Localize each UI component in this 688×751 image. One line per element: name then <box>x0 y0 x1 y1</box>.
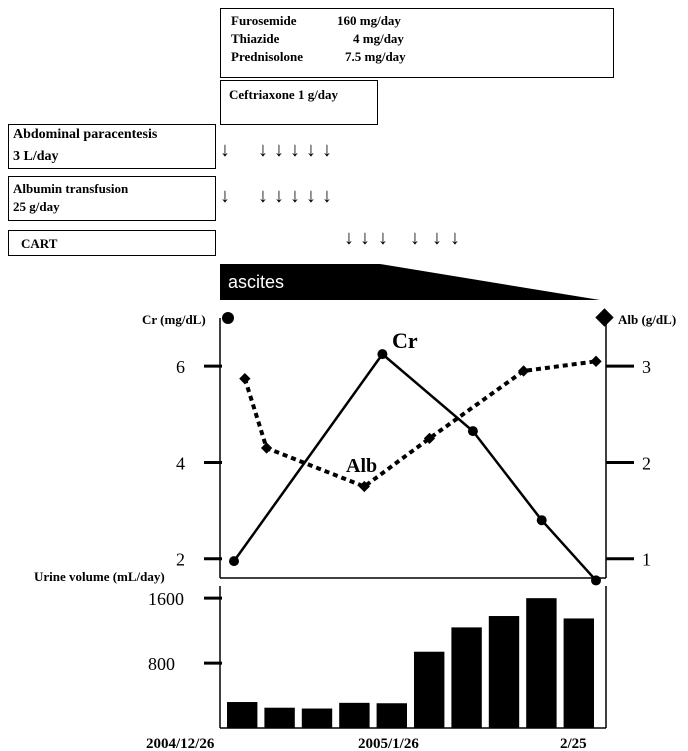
alb-point <box>358 480 370 493</box>
urine-tick-label: 1600 <box>148 589 184 609</box>
down-arrow-icon: ↓ <box>360 227 370 249</box>
cart-label: CART <box>21 236 58 251</box>
cr-point <box>377 349 388 360</box>
med-row-furosemide-dose: 160 mg/day <box>337 13 401 29</box>
urine-tick-label: 800 <box>148 654 175 674</box>
down-arrow-icon: ↓ <box>258 139 268 161</box>
med-dose: 160 mg/day <box>337 13 401 28</box>
lab-chart: Cr (mg/dL) Alb (g/dL) 2 4 6 1 2 3 Cr Alb <box>142 308 676 586</box>
intervention-arrows: ↓ ↓ ↓ ↓ ↓ ↓ ↓ ↓ ↓ ↓ ↓ ↓ ↓ ↓ ↓ ↓ ↓ ↓ <box>220 139 460 249</box>
alb-tick-label: 2 <box>642 453 651 473</box>
alb-axis-label: Alb (g/dL) <box>618 312 676 327</box>
lab-ticks: 2 4 6 1 2 3 <box>176 357 651 570</box>
albumin-title: Albumin transfusion <box>13 181 129 196</box>
medication-box: Furosemide 160 mg/day Thiazide 4 mg/day … <box>220 8 614 78</box>
down-arrow-icon: ↓ <box>344 227 354 249</box>
alb-tick-label: 3 <box>642 357 651 377</box>
cr-point <box>467 426 478 437</box>
down-arrow-icon: ↓ <box>432 227 442 249</box>
med-drug: Furosemide <box>231 13 297 28</box>
down-arrow-icon: ↓ <box>220 139 230 161</box>
date-labels: 2004/12/26 2005/1/26 2/25 <box>146 736 587 751</box>
down-arrow-icon: ↓ <box>410 227 420 249</box>
albumin-box: Albumin transfusion 25 g/day <box>8 176 216 221</box>
date-label: 2004/12/26 <box>146 736 215 751</box>
urine-bar <box>339 702 370 728</box>
paracentesis-box: Abdominal paracentesis 3 L/day <box>8 124 216 169</box>
albumin-dose: 25 g/day <box>13 199 60 214</box>
med-row-prednisolone: Prednisolone <box>231 49 303 65</box>
ceftriaxone-label: Ceftriaxone 1 g/day <box>229 87 339 102</box>
urine-bar <box>526 598 557 728</box>
alb-point <box>517 365 530 377</box>
urine-bar <box>488 616 520 728</box>
ascites-label: ascites <box>228 272 284 292</box>
cr-line <box>232 352 597 582</box>
alb-point <box>590 355 602 367</box>
cr-tick-label: 6 <box>176 357 185 377</box>
down-arrow-icon: ↓ <box>258 185 268 207</box>
med-dose: 4 mg/day <box>353 31 404 46</box>
cr-point <box>536 515 547 526</box>
ascites-band: ascites <box>220 264 600 300</box>
urine-bar <box>451 627 482 728</box>
cr-axis-label: Cr (mg/dL) <box>142 312 206 327</box>
urine-ticks: 800 1600 <box>148 589 222 674</box>
med-dose: 7.5 mg/day <box>345 49 406 64</box>
date-label: 2005/1/26 <box>358 736 419 751</box>
alb-tick-label: 1 <box>642 550 651 570</box>
med-drug: Prednisolone <box>231 49 303 64</box>
urine-bar <box>264 707 295 728</box>
alb-point <box>239 373 251 385</box>
cr-legend-marker <box>222 312 234 324</box>
med-row-thiazide-dose: 4 mg/day <box>353 31 404 47</box>
alb-series-label: Alb <box>346 455 377 477</box>
paracentesis-title: Abdominal paracentesis <box>13 127 158 142</box>
down-arrow-icon: ↓ <box>220 185 230 207</box>
down-arrow-icon: ↓ <box>450 227 460 249</box>
down-arrow-icon: ↓ <box>290 139 300 161</box>
down-arrow-icon: ↓ <box>378 227 388 249</box>
cr-tick-label: 2 <box>176 550 185 570</box>
lab-series <box>229 349 602 586</box>
ascites-wedge <box>220 264 600 300</box>
urine-axis-label: Urine volume (mL/day) <box>34 569 165 584</box>
alb-line <box>242 359 597 489</box>
paracentesis-dose: 3 L/day <box>13 149 59 164</box>
urine-bar <box>227 702 258 728</box>
med-drug: Thiazide <box>231 31 280 46</box>
urine-bar <box>301 708 333 728</box>
alb-legend-marker <box>595 308 614 327</box>
urine-bar <box>563 618 594 728</box>
med-row-thiazide: Thiazide <box>231 31 279 47</box>
urine-chart: Urine volume (mL/day) 800 1600 2004/12/26… <box>34 569 607 751</box>
cart-box: CART <box>8 230 216 256</box>
ceftriaxone-box: Ceftriaxone 1 g/day <box>220 80 378 125</box>
alb-point <box>423 432 436 445</box>
date-label: 2/25 <box>560 736 587 751</box>
urine-bars <box>227 598 594 728</box>
down-arrow-icon: ↓ <box>274 139 284 161</box>
cr-point <box>229 556 239 567</box>
cr-point <box>591 575 601 586</box>
down-arrow-icon: ↓ <box>322 139 332 161</box>
med-row-furosemide: Furosemide <box>231 13 296 29</box>
down-arrow-icon: ↓ <box>290 185 300 207</box>
down-arrow-icon: ↓ <box>306 139 316 161</box>
alb-point <box>260 442 273 454</box>
down-arrow-icon: ↓ <box>322 185 332 207</box>
urine-bar <box>376 703 407 728</box>
down-arrow-icon: ↓ <box>274 185 284 207</box>
urine-bar <box>414 651 445 728</box>
med-row-prednisolone-dose: 7.5 mg/day <box>345 49 406 65</box>
down-arrow-icon: ↓ <box>306 185 316 207</box>
cr-series-label: Cr <box>392 328 418 353</box>
cr-tick-label: 4 <box>176 453 185 473</box>
